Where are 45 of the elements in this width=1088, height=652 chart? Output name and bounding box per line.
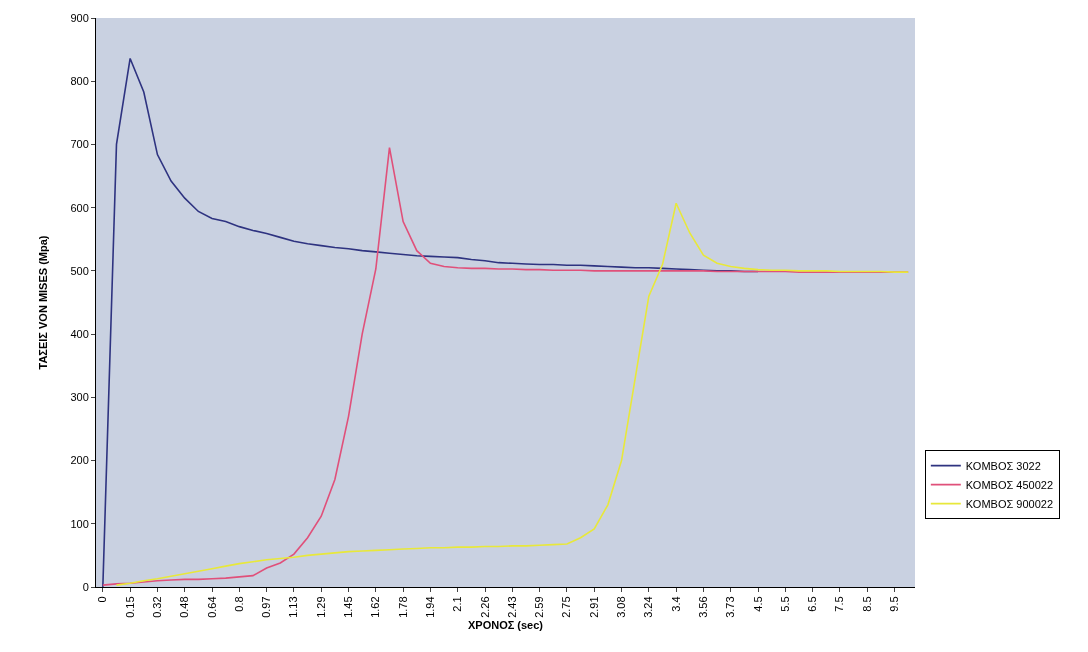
y-axis-title: ΤΑΣΕΙΣ VON MISES (Mpa) bbox=[37, 235, 50, 370]
y-tick-label: 0 bbox=[82, 580, 89, 593]
x-tick-label: 4.5 bbox=[751, 596, 764, 612]
x-tick-label: 7.5 bbox=[833, 596, 846, 612]
x-tick-label: 0.97 bbox=[260, 596, 273, 618]
x-tick-label: 2.91 bbox=[587, 596, 600, 618]
x-tick-label: 1.94 bbox=[424, 596, 437, 618]
x-tick-label: 2.1 bbox=[451, 596, 464, 612]
y-tick-label: 600 bbox=[70, 201, 89, 214]
y-tick-label: 800 bbox=[70, 75, 89, 88]
x-tick-label: 3.56 bbox=[697, 596, 710, 618]
y-tick-label: 700 bbox=[70, 138, 89, 151]
y-tick-label: 100 bbox=[70, 517, 89, 530]
x-tick-label: 0.15 bbox=[123, 596, 136, 618]
x-axis-title: ΧΡΟΝΟΣ (sec) bbox=[467, 619, 544, 632]
x-tick-label: 5.5 bbox=[778, 596, 791, 612]
y-tick-label: 200 bbox=[70, 454, 89, 467]
legend-label: ΚΟΜΒΟΣ 450022 bbox=[965, 478, 1054, 491]
x-tick-label: 3.4 bbox=[669, 596, 682, 612]
x-tick-label: 0.64 bbox=[205, 596, 218, 618]
y-tick-label: 500 bbox=[70, 264, 89, 277]
y-tick-label: 900 bbox=[70, 11, 89, 24]
x-tick-label: 2.59 bbox=[533, 596, 546, 618]
x-tick-label: 6.5 bbox=[806, 596, 819, 612]
x-tick-label: 2.75 bbox=[560, 596, 573, 618]
x-tick-label: 1.78 bbox=[396, 596, 409, 618]
x-tick-label: 2.26 bbox=[478, 596, 491, 618]
x-tick-label: 1.29 bbox=[314, 596, 327, 618]
legend-label: ΚΟΜΒΟΣ 3022 bbox=[965, 459, 1041, 472]
x-tick-label: 1.45 bbox=[342, 596, 355, 618]
x-tick-label: 3.08 bbox=[615, 596, 628, 618]
y-tick-label: 400 bbox=[70, 327, 89, 340]
x-tick-label: 8.5 bbox=[860, 596, 873, 612]
x-tick-label: 9.5 bbox=[888, 596, 901, 612]
x-tick-label: 0.32 bbox=[151, 596, 163, 618]
x-tick-label: 3.24 bbox=[642, 596, 655, 618]
x-tick-label: 1.13 bbox=[287, 596, 300, 618]
x-tick-label: 0.48 bbox=[178, 596, 191, 618]
x-tick-label: 3.73 bbox=[724, 596, 737, 618]
x-tick-label: 0 bbox=[96, 596, 109, 603]
x-tick-label: 1.62 bbox=[369, 596, 382, 618]
x-tick-label: 2.43 bbox=[505, 596, 518, 618]
x-tick-label: 0.8 bbox=[232, 596, 245, 612]
y-tick-label: 300 bbox=[70, 391, 89, 404]
legend-label: ΚΟΜΒΟΣ 900022 bbox=[965, 497, 1054, 510]
